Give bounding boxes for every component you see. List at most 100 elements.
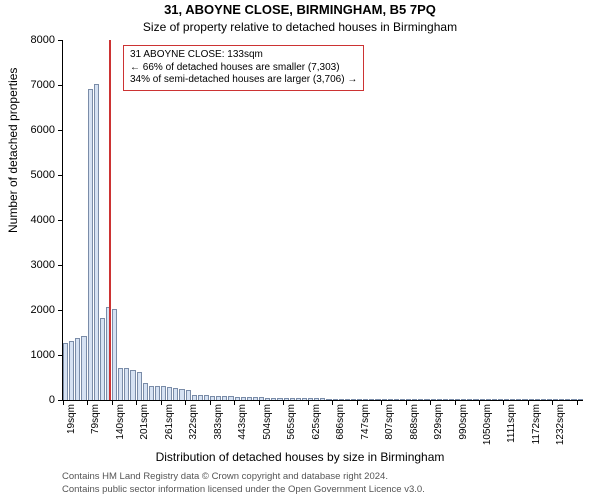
ytick-mark xyxy=(58,220,63,221)
property-marker-line xyxy=(109,40,111,400)
xtick-label: 686sqm xyxy=(335,404,346,440)
histogram-bar xyxy=(455,399,460,400)
histogram-bar xyxy=(492,399,497,400)
histogram-bar xyxy=(424,399,429,400)
xtick-mark xyxy=(185,400,186,405)
ytick-label: 2000 xyxy=(31,304,55,316)
histogram-bar xyxy=(578,399,583,400)
xtick-mark xyxy=(552,400,553,405)
histogram-bar xyxy=(308,398,313,400)
histogram-bar xyxy=(204,395,209,400)
xtick-mark xyxy=(136,400,137,405)
xtick-mark xyxy=(332,400,333,405)
ytick-label: 3000 xyxy=(31,259,55,271)
x-axis-label: Distribution of detached houses by size … xyxy=(0,450,600,464)
histogram-bar xyxy=(284,398,289,400)
histogram-bar xyxy=(565,399,570,400)
ytick-mark xyxy=(58,355,63,356)
xtick-mark xyxy=(161,400,162,405)
xtick-label: 443sqm xyxy=(237,404,248,440)
histogram-bar xyxy=(461,399,466,400)
xtick-mark xyxy=(87,400,88,405)
xtick-label: 261sqm xyxy=(164,404,175,440)
histogram-bar xyxy=(382,399,387,400)
histogram-bar xyxy=(124,368,129,401)
histogram-bar xyxy=(241,397,246,400)
plot-area: 010002000300040005000600070008000 19sqm7… xyxy=(62,40,583,401)
xtick-label: 19sqm xyxy=(66,404,77,434)
histogram-bar xyxy=(339,399,344,400)
histogram-bar xyxy=(400,399,405,400)
footer-attribution: Contains HM Land Registry data © Crown c… xyxy=(0,469,600,500)
histogram-bar xyxy=(314,398,319,400)
histogram-bar xyxy=(406,399,411,400)
chart-container: { "title": "31, ABOYNE CLOSE, BIRMINGHAM… xyxy=(0,0,600,500)
xtick-mark xyxy=(577,400,578,405)
xtick-label: 929sqm xyxy=(433,404,444,440)
y-axis-label: Number of detached properties xyxy=(6,68,20,233)
histogram-bar xyxy=(192,395,197,400)
ytick-mark xyxy=(58,175,63,176)
histogram-bar xyxy=(81,336,86,400)
ytick-label: 6000 xyxy=(31,124,55,136)
histogram-bar xyxy=(363,399,368,400)
ytick-label: 7000 xyxy=(31,79,55,91)
histogram-bar xyxy=(94,84,99,400)
histogram-bar xyxy=(112,309,117,400)
xtick-mark xyxy=(112,400,113,405)
footer-line-2: Contains public sector information licen… xyxy=(62,484,592,496)
histogram-bar xyxy=(247,397,252,400)
histogram-bar xyxy=(431,399,436,400)
histogram-bar xyxy=(473,399,478,400)
histogram-bar xyxy=(369,399,374,400)
xtick-label: 1172sqm xyxy=(531,404,542,444)
ytick-label: 1000 xyxy=(31,349,55,361)
histogram-bar xyxy=(418,399,423,400)
xtick-label: 79sqm xyxy=(90,404,101,434)
histogram-bar xyxy=(412,399,417,400)
histogram-bar xyxy=(137,372,142,400)
histogram-bar xyxy=(228,396,233,400)
xtick-mark xyxy=(406,400,407,405)
histogram-bar xyxy=(296,398,301,400)
xtick-label: 747sqm xyxy=(360,404,371,440)
xtick-mark xyxy=(308,400,309,405)
histogram-bar xyxy=(449,399,454,400)
xtick-label: 625sqm xyxy=(311,404,322,440)
histogram-bar xyxy=(326,399,331,400)
histogram-bar xyxy=(75,338,80,400)
xtick-label: 504sqm xyxy=(262,404,273,440)
histogram-bar xyxy=(143,383,148,400)
ytick-label: 5000 xyxy=(31,169,55,181)
xtick-label: 868sqm xyxy=(409,404,420,440)
xtick-mark xyxy=(259,400,260,405)
xtick-mark xyxy=(455,400,456,405)
xtick-mark xyxy=(63,400,64,405)
histogram-bar xyxy=(516,399,521,400)
histogram-bar xyxy=(253,397,258,400)
histogram-bar xyxy=(504,399,509,400)
histogram-bar xyxy=(541,399,546,400)
histogram-bar xyxy=(388,399,393,400)
ytick-mark xyxy=(58,40,63,41)
histogram-bar xyxy=(216,396,221,400)
histogram-bar xyxy=(259,397,264,400)
histogram-bar xyxy=(498,399,503,400)
ytick-mark xyxy=(58,85,63,86)
histogram-bar xyxy=(179,389,184,400)
xtick-mark xyxy=(381,400,382,405)
histogram-bar xyxy=(100,318,105,400)
histogram-bar xyxy=(522,399,527,400)
histogram-bar xyxy=(351,399,356,400)
histogram-bar xyxy=(186,390,191,400)
histogram-bar xyxy=(375,399,380,400)
histogram-bar xyxy=(173,388,178,400)
xtick-label: 565sqm xyxy=(286,404,297,440)
xtick-label: 201sqm xyxy=(139,404,150,440)
histogram-bar xyxy=(357,399,362,400)
ytick-label: 4000 xyxy=(31,214,55,226)
footer-line-1: Contains HM Land Registry data © Crown c… xyxy=(62,471,592,483)
histogram-bar xyxy=(161,386,166,400)
histogram-bar xyxy=(320,398,325,400)
histogram-bar xyxy=(167,387,172,400)
